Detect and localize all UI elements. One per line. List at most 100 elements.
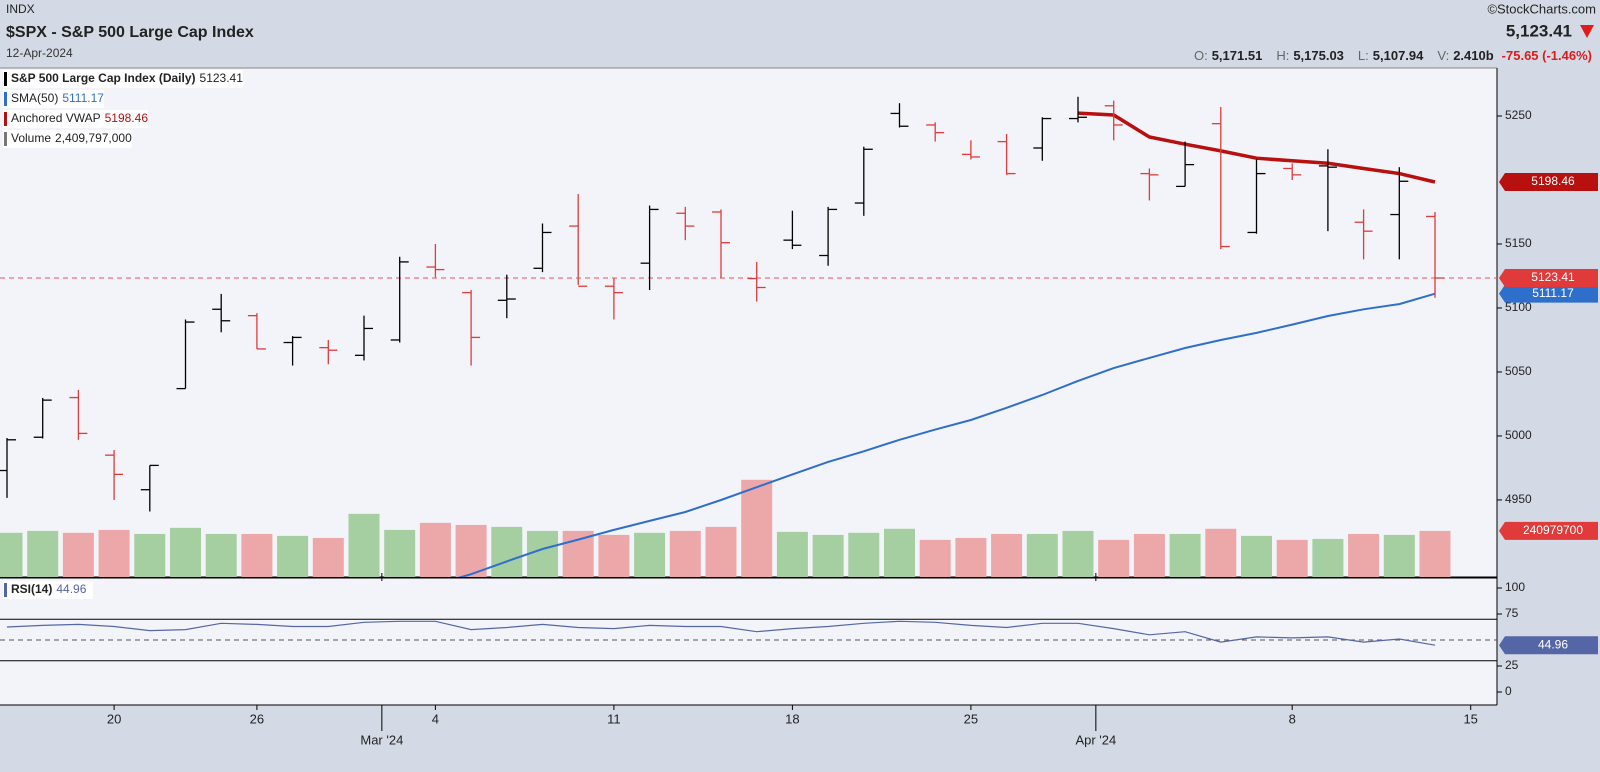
- volume-bar: [634, 532, 666, 577]
- x-tick-label: 18: [785, 711, 799, 726]
- quote-value: 2.410b: [1453, 48, 1494, 63]
- price-plot: [0, 96, 1497, 577]
- volume-bar: [848, 532, 880, 577]
- volume-bar: [562, 530, 594, 577]
- quote-key: H:: [1276, 48, 1289, 63]
- legend-value: 5123.41: [200, 71, 244, 85]
- x-tick-label: 25: [964, 711, 978, 726]
- volume-bar: [527, 530, 558, 577]
- volume-bar: [1312, 538, 1344, 577]
- volume-bar: [1241, 535, 1272, 577]
- y-tick-label: 5000: [1505, 428, 1532, 442]
- quote-key: L:: [1358, 48, 1369, 63]
- x-tick-label: 20: [107, 711, 121, 726]
- y-tick-label: 5150: [1505, 236, 1532, 250]
- legend-value: 5111.17: [62, 91, 104, 105]
- down-arrow: [1580, 25, 1594, 38]
- rsi-panel: [0, 578, 1497, 705]
- x-tick-label: 26: [250, 711, 264, 726]
- quote-value: 5,107.94: [1373, 48, 1424, 63]
- legend-entry: RSI(14) 44.96: [11, 582, 87, 596]
- rsi-tick-label: 25: [1505, 658, 1519, 672]
- volume-bar: [741, 479, 773, 577]
- legend-name: Anchored VWAP: [11, 111, 101, 125]
- legend-box: [3, 70, 243, 88]
- volume-bar: [419, 522, 451, 577]
- date: 12-Apr-2024: [6, 46, 73, 60]
- exchange: INDX: [6, 2, 35, 16]
- legend-name: RSI(14): [11, 582, 52, 596]
- rsi-tick-label: 100: [1505, 580, 1525, 594]
- x-tick-label: 11: [607, 711, 621, 726]
- volume-bar: [277, 535, 309, 577]
- legend-entry: Anchored VWAP 5198.46: [11, 111, 148, 125]
- axis-value-label: 5111.17: [1532, 286, 1574, 300]
- legend-swatch: [4, 92, 7, 106]
- month-label: Apr '24: [1075, 732, 1116, 747]
- y-tick-label: 5050: [1505, 364, 1532, 378]
- title: $SPX - S&P 500 Large Cap Index: [6, 24, 254, 41]
- axis-value-label: 5198.46: [1531, 174, 1575, 188]
- x-tick-label: 15: [1463, 711, 1477, 726]
- rsi-tick-label: 0: [1505, 684, 1512, 698]
- volume-bar: [1348, 533, 1380, 577]
- y-tick-label: 4950: [1505, 492, 1532, 506]
- volume-bar: [491, 526, 523, 577]
- legend-swatch: [4, 72, 7, 86]
- legend-box: [3, 130, 132, 148]
- axis-value-box: [1499, 636, 1598, 655]
- volume-bar: [27, 530, 59, 577]
- volume-bar: [1419, 530, 1451, 577]
- legend-swatch: [4, 132, 7, 146]
- volume-bar: [1383, 534, 1415, 577]
- y-tick-label: 5250: [1505, 108, 1532, 122]
- rsi-tick-label: 75: [1505, 606, 1519, 620]
- legend-box: [3, 90, 104, 108]
- volume-bar: [170, 527, 201, 577]
- legend-value: 5198.46: [105, 111, 149, 125]
- legend-box: [3, 581, 93, 599]
- volume-bar: [884, 528, 915, 577]
- rsi-line: [6, 620, 1436, 646]
- volume-bar: [0, 532, 23, 577]
- copyright: ©StockCharts.com: [1487, 1, 1596, 16]
- axis-value-label: 44.96: [1538, 637, 1568, 651]
- axis-value-box: [1499, 172, 1598, 191]
- legend-box: [3, 110, 148, 128]
- volume-bar: [669, 530, 701, 577]
- volume-bar: [776, 531, 808, 577]
- axis-value-box: [1499, 521, 1598, 540]
- axis-value-box: [1499, 269, 1598, 288]
- quote-key: V:: [1437, 48, 1449, 63]
- series-line: [1077, 111, 1436, 184]
- volume-bar: [455, 524, 487, 577]
- legend-name: Volume: [11, 131, 51, 145]
- volume-bar: [1276, 539, 1308, 577]
- legend-swatch: [4, 112, 7, 126]
- volume-bar: [1026, 533, 1058, 577]
- volume-bar: [241, 533, 273, 577]
- volume-bar: [1133, 533, 1165, 577]
- axis-value-label: 240979700: [1523, 523, 1583, 537]
- x-tick-label: 8: [1289, 711, 1296, 726]
- volume-bar: [134, 533, 166, 577]
- volume-bar: [1169, 533, 1201, 577]
- axis-value-box: [1499, 284, 1598, 303]
- volume-bar: [312, 537, 344, 577]
- volume-bar: [348, 513, 380, 577]
- month-label: Mar '24: [360, 732, 403, 747]
- series-line: [457, 292, 1436, 577]
- volume-bar: [955, 537, 987, 577]
- legend-name: S&P 500 Large Cap Index (Daily): [11, 71, 196, 85]
- x-tick-label: 4: [432, 711, 439, 726]
- quote-change: -75.65 (-1.46%): [1502, 48, 1592, 63]
- volume-bar: [1205, 528, 1237, 577]
- legend-value: 2,409,797,000: [55, 131, 132, 145]
- volume-bar: [62, 532, 94, 577]
- axis-value-label: 5123.41: [1531, 270, 1575, 284]
- legend-value: 44.96: [56, 582, 86, 596]
- volume-bar: [1098, 539, 1130, 577]
- volume-bar: [705, 526, 737, 577]
